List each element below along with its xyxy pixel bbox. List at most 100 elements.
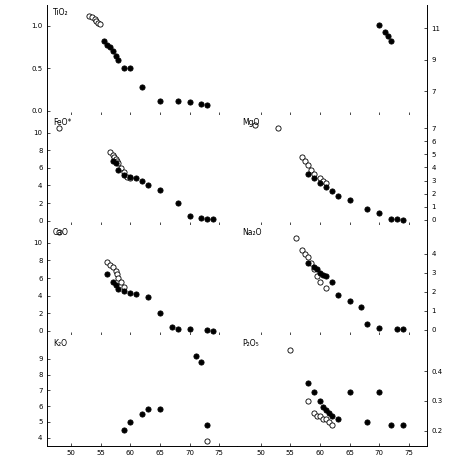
Point <box>55 124 63 132</box>
Point <box>316 174 324 182</box>
Point <box>292 235 300 242</box>
Point <box>210 327 217 334</box>
Point <box>115 274 122 282</box>
Point <box>103 258 110 266</box>
Point <box>313 273 321 280</box>
Point <box>124 173 131 181</box>
Point <box>144 294 152 301</box>
Point <box>203 437 211 445</box>
Point <box>112 160 119 167</box>
Point <box>319 177 327 184</box>
Point <box>55 228 63 236</box>
Point <box>138 410 146 418</box>
Point <box>310 265 318 273</box>
Point <box>132 174 140 182</box>
Point <box>103 270 110 277</box>
Point <box>304 161 312 169</box>
Point <box>319 415 327 422</box>
Text: TiO₂: TiO₂ <box>53 8 69 17</box>
Point <box>310 263 318 271</box>
Point <box>310 409 318 417</box>
Point <box>109 47 116 55</box>
Point <box>301 250 309 257</box>
Point <box>319 403 327 410</box>
Point <box>304 397 312 405</box>
Point <box>186 325 193 333</box>
Point <box>103 41 110 48</box>
Point <box>387 37 395 45</box>
Point <box>328 187 336 195</box>
Point <box>127 174 134 182</box>
Point <box>334 192 341 200</box>
Point <box>94 19 101 27</box>
Point <box>186 212 193 220</box>
Point <box>251 122 259 129</box>
Point <box>127 173 134 181</box>
Text: K₂O: K₂O <box>53 338 67 347</box>
Point <box>100 37 108 45</box>
Point <box>375 324 383 331</box>
Point <box>112 52 119 59</box>
Point <box>174 199 182 207</box>
Point <box>299 246 306 254</box>
Point <box>313 265 321 273</box>
Point <box>399 216 407 223</box>
Point <box>120 283 128 291</box>
Point <box>203 326 211 334</box>
Point <box>96 20 103 28</box>
Point <box>132 290 140 298</box>
Point <box>322 415 330 422</box>
Point <box>88 14 96 21</box>
Point <box>120 64 128 72</box>
Point <box>299 153 306 161</box>
Point <box>91 15 99 23</box>
Point <box>109 279 116 286</box>
Point <box>357 303 365 310</box>
Point <box>109 151 116 158</box>
Point <box>316 179 324 187</box>
Point <box>334 415 341 422</box>
Point <box>127 418 134 426</box>
Text: CaO: CaO <box>53 228 69 237</box>
Point <box>334 292 341 299</box>
Text: FeO*: FeO* <box>53 118 72 127</box>
Point <box>186 99 193 106</box>
Point <box>144 406 152 413</box>
Point <box>118 164 125 172</box>
Point <box>144 182 152 189</box>
Point <box>106 148 113 156</box>
Point <box>346 297 354 305</box>
Point <box>191 352 199 360</box>
Point <box>364 206 371 213</box>
Point <box>127 64 134 72</box>
Point <box>399 421 407 428</box>
Point <box>325 418 333 426</box>
Point <box>304 379 312 387</box>
Point <box>316 412 324 419</box>
Point <box>120 287 128 295</box>
Point <box>322 179 330 187</box>
Point <box>156 97 164 104</box>
Point <box>328 412 336 419</box>
Point <box>106 261 113 269</box>
Text: P₂O₅: P₂O₅ <box>243 338 259 347</box>
Point <box>322 183 330 191</box>
Point <box>322 273 330 280</box>
Point <box>92 17 100 25</box>
Point <box>375 21 383 29</box>
Point <box>393 216 401 223</box>
Point <box>375 388 383 396</box>
Point <box>113 270 121 277</box>
Point <box>203 421 211 429</box>
Point <box>106 43 113 51</box>
Point <box>109 264 116 271</box>
Point <box>174 325 182 333</box>
Point <box>115 166 122 173</box>
Point <box>112 281 119 289</box>
Point <box>346 196 354 204</box>
Point <box>384 32 392 40</box>
Point <box>310 388 318 396</box>
Point <box>210 216 217 223</box>
Point <box>120 168 128 176</box>
Point <box>138 83 146 91</box>
